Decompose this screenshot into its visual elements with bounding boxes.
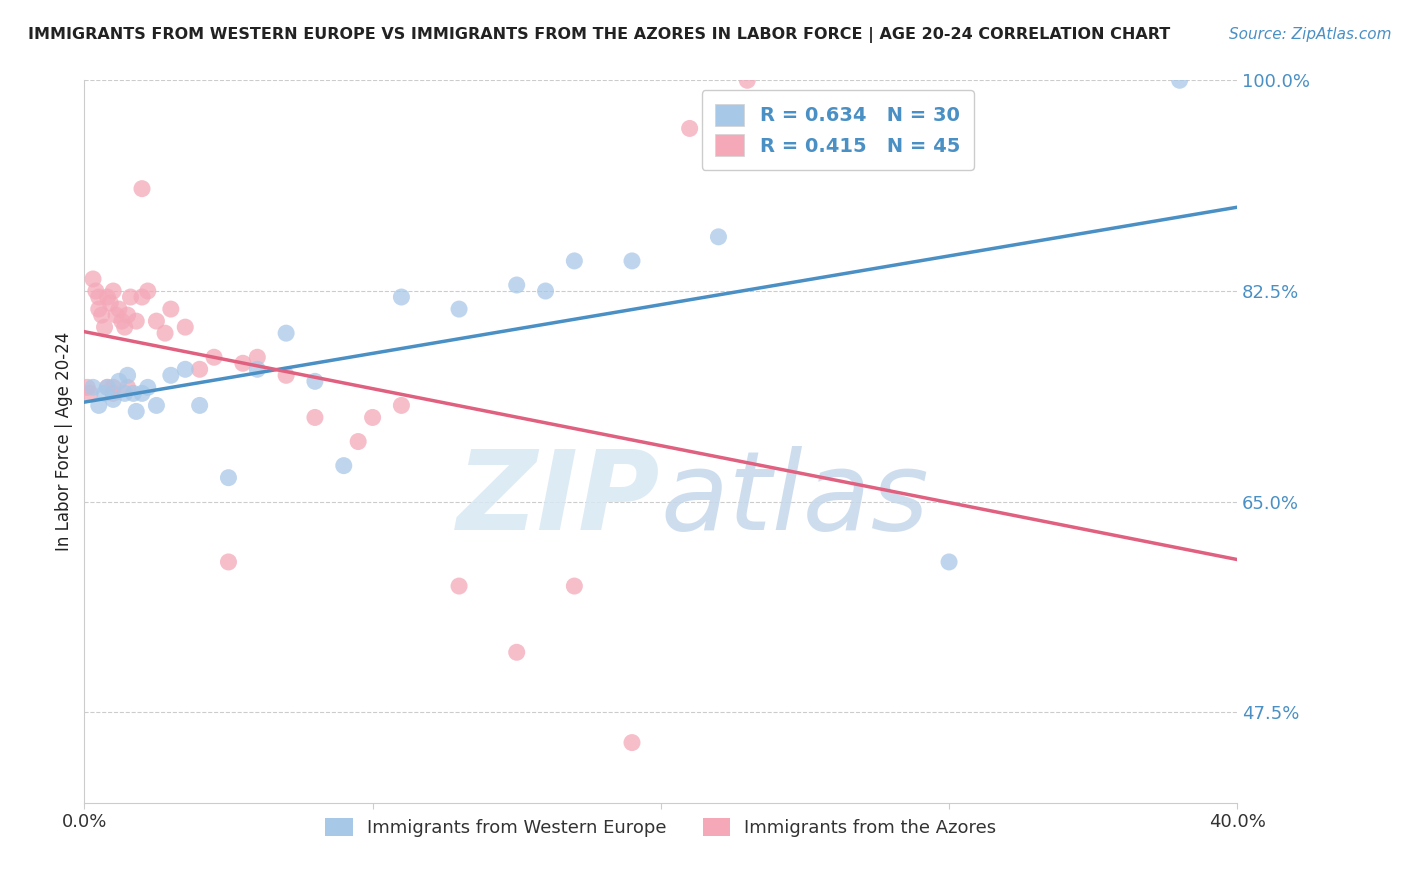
Point <box>232 356 254 370</box>
Y-axis label: In Labor Force | Age 20-24: In Labor Force | Age 20-24 <box>55 332 73 551</box>
Point <box>188 398 211 412</box>
Point <box>136 380 159 394</box>
Point <box>131 386 153 401</box>
Point <box>93 386 115 401</box>
Point <box>679 121 702 136</box>
Point <box>174 362 197 376</box>
Point <box>103 386 124 401</box>
Point <box>347 434 370 449</box>
Point <box>276 368 298 383</box>
Point <box>117 380 139 394</box>
Point <box>96 290 118 304</box>
Point <box>218 471 240 485</box>
Point <box>108 301 131 317</box>
Point <box>153 326 176 341</box>
Point <box>108 375 131 389</box>
Text: Source: ZipAtlas.com: Source: ZipAtlas.com <box>1229 27 1392 42</box>
Point <box>506 277 529 292</box>
Point <box>87 301 110 317</box>
Point <box>361 410 384 425</box>
Point <box>304 410 326 425</box>
Point <box>125 404 148 418</box>
Point <box>145 314 167 328</box>
Legend: Immigrants from Western Europe, Immigrants from the Azores: Immigrants from Western Europe, Immigran… <box>318 811 1004 845</box>
Point <box>105 308 128 322</box>
Point <box>1168 73 1191 87</box>
Point <box>131 290 153 304</box>
Point <box>114 386 136 401</box>
Point <box>564 579 586 593</box>
Point <box>506 645 529 659</box>
Point <box>76 380 98 394</box>
Point <box>93 320 115 334</box>
Point <box>188 362 211 376</box>
Point <box>160 368 183 383</box>
Point <box>103 284 124 298</box>
Point <box>621 735 644 749</box>
Point <box>246 362 269 376</box>
Point <box>87 398 110 412</box>
Point <box>449 579 471 593</box>
Point <box>84 284 107 298</box>
Point <box>103 392 124 407</box>
Point <box>304 375 326 389</box>
Point <box>938 555 960 569</box>
Point <box>333 458 356 473</box>
Point <box>145 398 167 412</box>
Point <box>564 253 586 268</box>
Text: ZIP: ZIP <box>457 446 661 553</box>
Point <box>449 301 471 317</box>
Point <box>391 398 413 412</box>
Point <box>87 290 110 304</box>
Point <box>246 350 269 364</box>
Point <box>98 296 121 310</box>
Point <box>174 320 197 334</box>
Text: IMMIGRANTS FROM WESTERN EUROPE VS IMMIGRANTS FROM THE AZORES IN LABOR FORCE | AG: IMMIGRANTS FROM WESTERN EUROPE VS IMMIGR… <box>28 27 1170 43</box>
Point <box>82 380 104 394</box>
Point <box>136 284 159 298</box>
Point <box>707 229 730 244</box>
Point <box>218 555 240 569</box>
Point <box>114 320 136 334</box>
Point <box>96 380 118 394</box>
Point <box>120 290 142 304</box>
Point <box>125 314 148 328</box>
Point <box>534 284 557 298</box>
Point <box>96 380 118 394</box>
Point <box>391 290 413 304</box>
Point <box>117 308 139 322</box>
Point <box>122 386 145 401</box>
Point <box>621 253 644 268</box>
Point <box>131 181 153 195</box>
Point <box>79 386 101 401</box>
Point <box>276 326 298 341</box>
Point <box>103 380 124 394</box>
Text: atlas: atlas <box>661 446 929 553</box>
Point <box>82 272 104 286</box>
Point <box>111 314 134 328</box>
Point <box>737 73 759 87</box>
Point <box>202 350 225 364</box>
Point <box>160 301 183 317</box>
Point <box>90 308 112 322</box>
Point <box>117 368 139 383</box>
